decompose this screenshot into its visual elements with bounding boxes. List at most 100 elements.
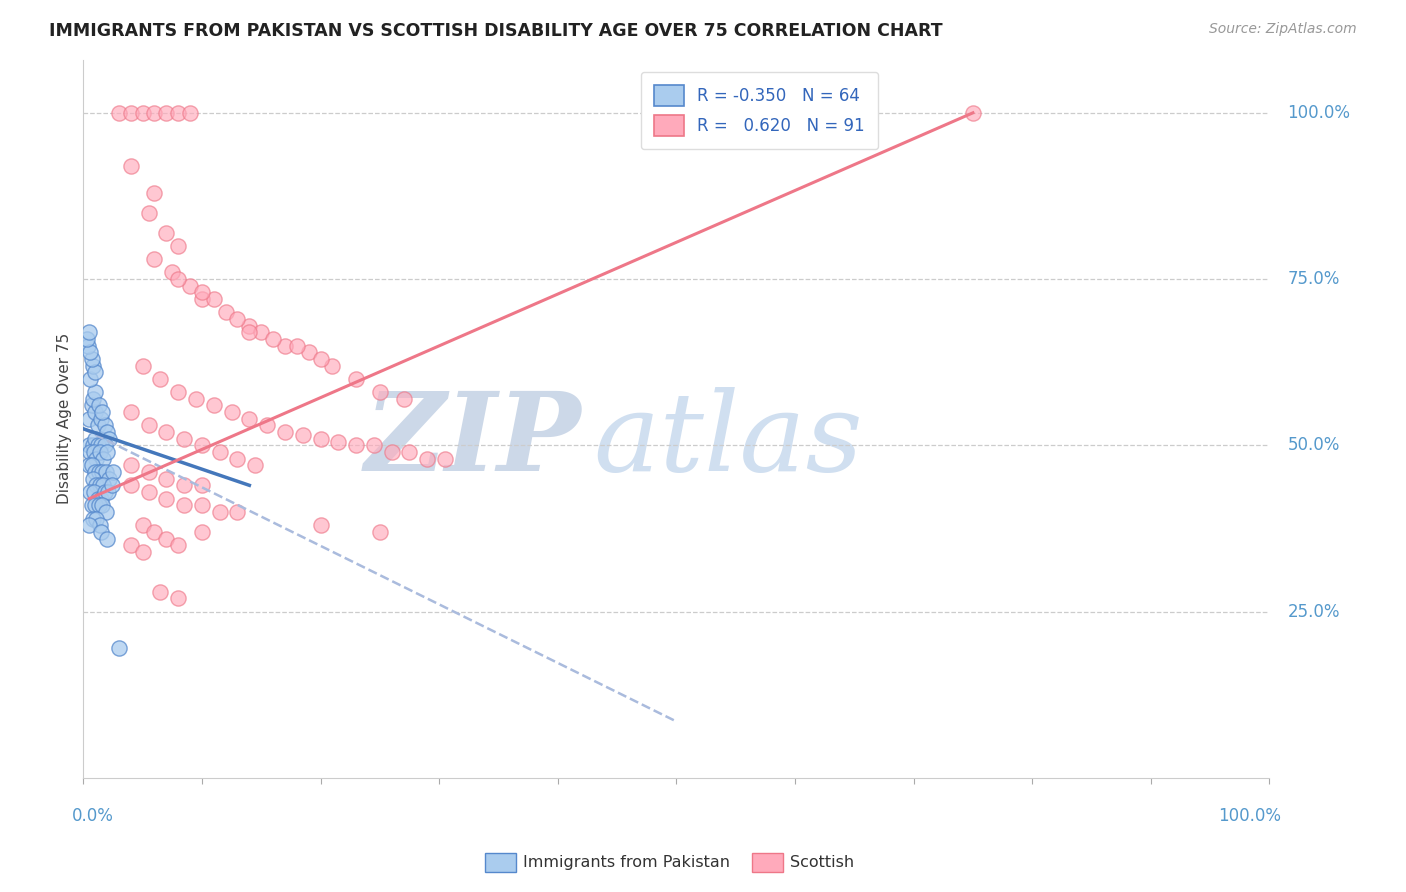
Point: [138, 485, 160, 500]
Point: [131, 359, 153, 373]
Point: [98, 472, 121, 486]
Text: 0.0%: 0.0%: [72, 806, 114, 825]
Point: [93, 478, 115, 492]
Text: 25.0%: 25.0%: [1288, 603, 1340, 621]
Point: [321, 359, 343, 373]
Point: [120, 159, 142, 173]
Point: [962, 105, 984, 120]
Point: [82, 472, 104, 486]
Point: [250, 326, 273, 340]
Point: [84, 405, 107, 419]
Point: [80, 351, 103, 366]
Point: [155, 472, 177, 486]
Point: [80, 458, 103, 473]
Point: [221, 405, 243, 419]
Point: [155, 532, 177, 546]
Point: [120, 538, 142, 552]
Text: ZIP: ZIP: [366, 386, 582, 494]
Point: [96, 532, 118, 546]
Point: [167, 105, 190, 120]
Point: [97, 485, 120, 500]
Point: [238, 326, 260, 340]
Point: [291, 428, 314, 442]
Point: [86, 418, 108, 433]
Point: [82, 392, 104, 406]
Point: [368, 524, 391, 539]
Point: [143, 524, 166, 539]
Point: [328, 435, 350, 450]
Point: [274, 338, 297, 352]
Point: [79, 372, 101, 386]
Point: [93, 438, 115, 452]
Point: [79, 345, 101, 359]
Point: [167, 385, 190, 400]
Point: [76, 332, 98, 346]
Text: Immigrants from Pakistan: Immigrants from Pakistan: [523, 855, 730, 870]
Point: [191, 498, 214, 512]
Point: [87, 399, 110, 413]
Point: [256, 418, 278, 433]
Point: [143, 105, 166, 120]
Point: [167, 239, 190, 253]
Point: [131, 518, 153, 533]
Point: [179, 278, 201, 293]
Text: 100.0%: 100.0%: [1288, 103, 1350, 122]
Point: [184, 392, 207, 406]
Point: [84, 365, 107, 379]
Point: [77, 438, 100, 452]
Point: [131, 545, 153, 559]
Point: [77, 326, 100, 340]
Point: [91, 465, 114, 479]
Point: [93, 485, 115, 500]
Point: [77, 412, 100, 426]
Point: [94, 465, 117, 479]
Point: [226, 312, 249, 326]
Point: [82, 438, 104, 452]
Point: [155, 491, 177, 506]
Point: [84, 465, 107, 479]
Point: [245, 458, 267, 473]
Point: [84, 385, 107, 400]
Point: [96, 445, 118, 459]
Point: [226, 505, 249, 519]
Point: [83, 485, 105, 500]
Text: IMMIGRANTS FROM PAKISTAN VS SCOTTISH DISABILITY AGE OVER 75 CORRELATION CHART: IMMIGRANTS FROM PAKISTAN VS SCOTTISH DIS…: [49, 22, 943, 40]
Point: [84, 498, 107, 512]
Point: [368, 385, 391, 400]
Point: [238, 412, 260, 426]
Point: [91, 405, 114, 419]
Point: [167, 538, 190, 552]
Point: [98, 432, 121, 446]
Point: [226, 451, 249, 466]
Point: [86, 491, 108, 506]
Point: [79, 445, 101, 459]
Y-axis label: Disability Age Over 75: Disability Age Over 75: [58, 334, 72, 505]
Point: [155, 105, 177, 120]
Point: [100, 478, 122, 492]
Point: [90, 524, 112, 539]
Point: [381, 445, 404, 459]
Point: [96, 425, 118, 439]
Point: [392, 392, 415, 406]
Point: [90, 438, 112, 452]
Point: [191, 524, 214, 539]
Point: [120, 478, 142, 492]
Point: [434, 451, 457, 466]
Point: [86, 451, 108, 466]
Point: [143, 186, 166, 200]
Point: [173, 478, 195, 492]
Point: [416, 451, 439, 466]
Point: [94, 505, 117, 519]
Point: [108, 105, 131, 120]
Point: [274, 425, 297, 439]
Point: [143, 252, 166, 267]
Point: [309, 432, 332, 446]
Point: [120, 458, 142, 473]
Point: [86, 511, 108, 525]
Point: [89, 518, 111, 533]
Point: [87, 498, 110, 512]
Point: [101, 465, 124, 479]
Point: [90, 412, 112, 426]
Point: [344, 372, 367, 386]
Point: [108, 641, 131, 656]
